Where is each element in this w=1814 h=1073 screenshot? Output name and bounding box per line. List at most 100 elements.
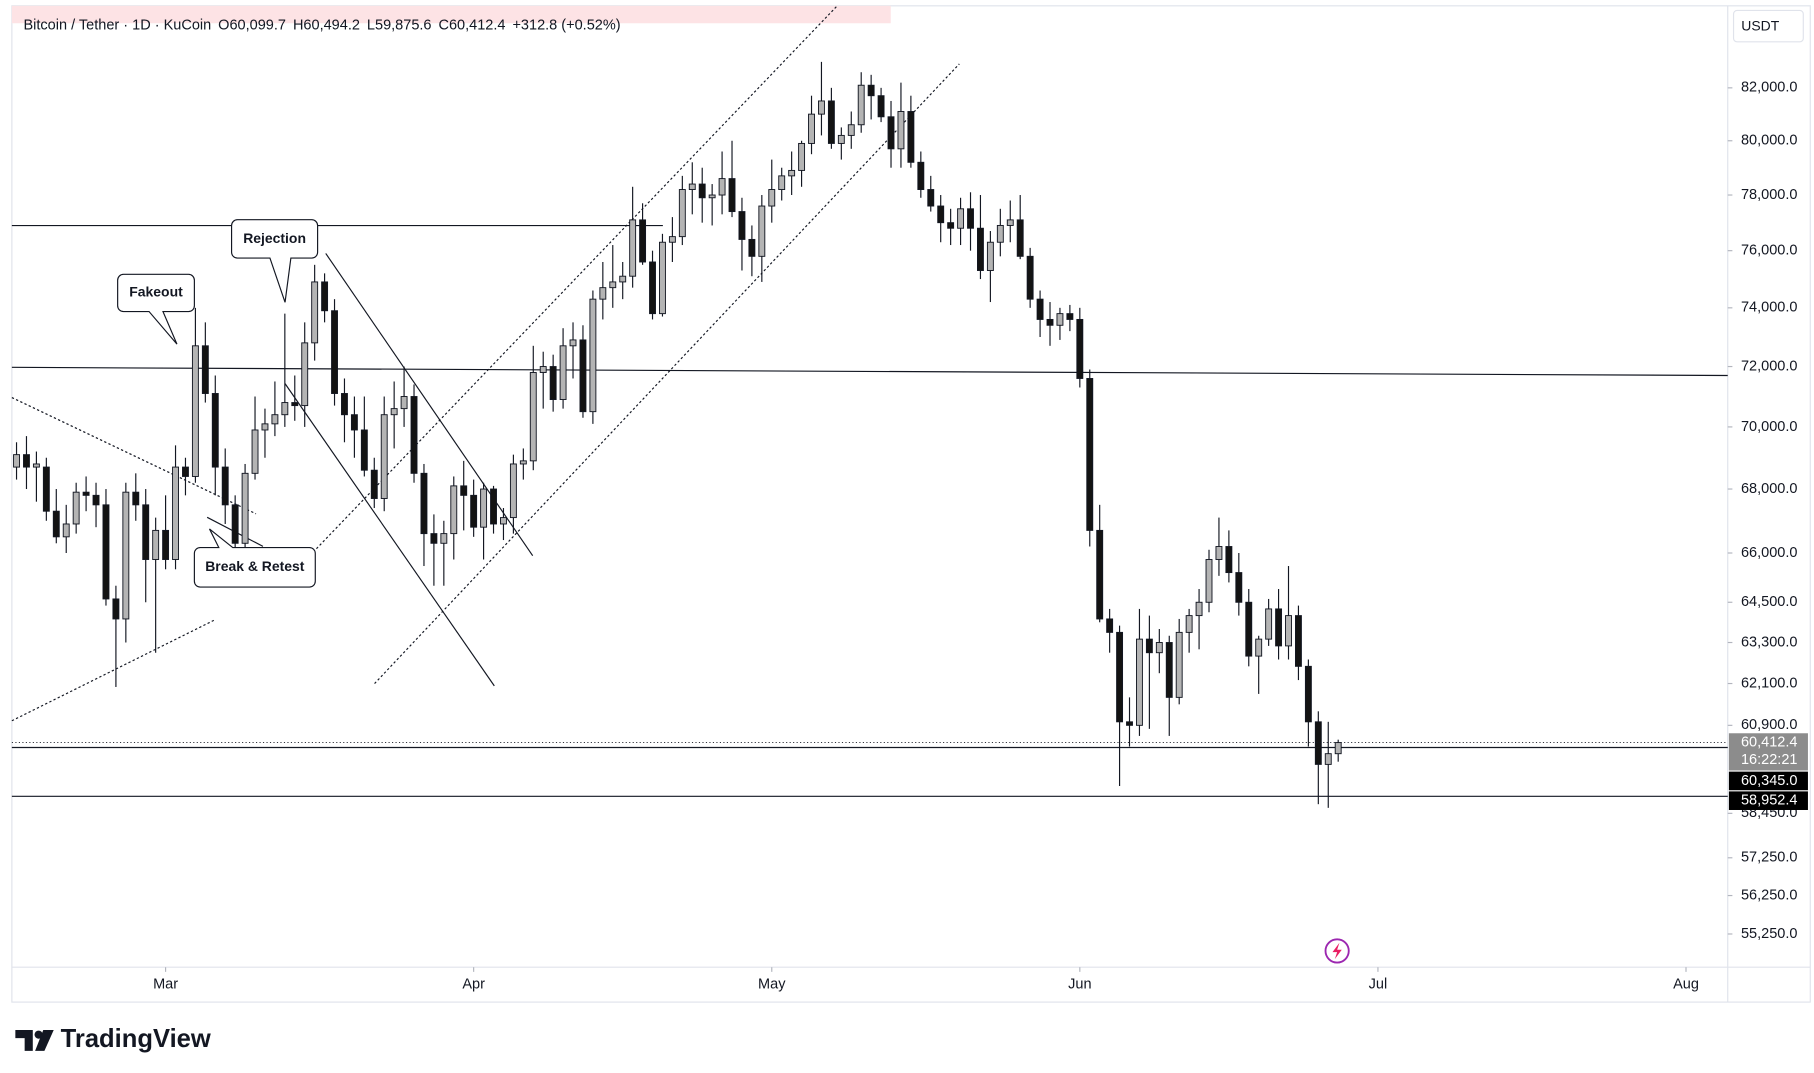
candle-body [231,504,239,544]
candle-body [1304,665,1312,723]
candle-body [221,466,229,506]
candle-body [1314,721,1322,765]
candle-body [639,219,647,263]
candle-body [887,116,895,150]
brand-logo: TradingView [15,1025,211,1053]
callout-box [193,528,316,588]
candle-body [281,402,289,416]
candle-body [490,488,497,525]
x-tick-label: Aug [1673,976,1699,992]
candle-body [241,472,249,544]
candle-body [917,161,925,190]
candle-body [619,275,627,283]
price-label-box [1728,733,1808,771]
candle-body [341,393,348,416]
candle-body [1046,318,1054,326]
price-label-box [1728,771,1808,791]
candle-body [1076,318,1084,379]
x-tick-label: May [758,976,786,992]
candles [13,61,1342,808]
candle-body [1235,572,1243,603]
candle-body [350,414,358,431]
candle-body [827,100,835,144]
candle-body [1136,638,1143,726]
candle-body [897,111,905,150]
candle-body [1195,601,1203,617]
candle-body [42,466,50,512]
y-tick-label: 64,500.0 [1741,594,1798,610]
candle-body [370,469,378,499]
candle-body [539,366,547,373]
candle-body [668,236,676,243]
candle-body [927,189,935,207]
candle-body [1294,615,1302,667]
callout-box [230,219,319,303]
candle-body [162,529,170,560]
candle-body [1265,608,1273,640]
candle-body [440,533,448,544]
candle-body [211,393,219,468]
candle-body [23,454,30,468]
candle-body [390,408,398,416]
candle-body [788,169,796,177]
alert-icon [1324,938,1350,964]
candle-body [718,178,726,196]
candle-body [1324,753,1332,765]
candle-body [450,485,458,535]
candle-body [1106,618,1114,633]
callout-box [117,273,195,345]
candle-body [321,281,329,312]
candle-body [291,402,299,407]
candle-body [271,414,279,425]
candle-body [559,345,567,401]
candle-body [589,298,597,413]
y-tick-label: 70,000.0 [1741,419,1798,435]
y-tick-label: 72,000.0 [1741,358,1798,374]
price-label: 58,952.4 [1741,793,1798,809]
candle-body [798,142,806,171]
candle-body [1175,631,1183,698]
candle-body [72,491,80,525]
candle-body [1245,601,1253,657]
header-highlight [11,5,891,24]
candle-body [708,194,716,199]
candle-body [191,345,199,477]
candle-body [32,463,40,468]
candle-body [847,124,855,136]
candle-body [1155,642,1163,654]
y-tick-label: 63,300.0 [1741,634,1798,650]
candle-body [1006,219,1014,226]
candle-body [519,460,527,465]
y-tick-label: 74,000.0 [1741,300,1798,316]
icon-bolt [1332,942,1342,960]
candle-body [977,227,984,271]
descending-line [325,253,534,557]
candle-body [142,504,150,560]
candle-body [1016,219,1024,257]
logo-mark [15,1029,33,1051]
candle-body [1165,642,1173,698]
candle-body [649,261,656,315]
candle-body [132,491,140,506]
candle-body [13,454,20,468]
y-tick-label: 76,000.0 [1741,243,1798,259]
candle-body [470,494,478,528]
candle-body [1066,313,1074,320]
price-label-box [1728,791,1808,810]
header-value: L59,875.6 [367,17,432,33]
x-tick-label: Apr [462,976,485,992]
candle-body [748,238,756,257]
candle-body [778,175,786,190]
candle-body [579,339,587,413]
support-line [11,366,1728,377]
candle-body [331,310,338,394]
annotation: Break & Retest [205,558,305,574]
candle-body [1096,529,1104,620]
countdown: 16:22:21 [1741,752,1798,768]
candle-body [609,281,617,289]
candle-body [1145,638,1153,654]
currency-box [1732,9,1804,43]
header-value: C60,412.4 [438,17,505,33]
